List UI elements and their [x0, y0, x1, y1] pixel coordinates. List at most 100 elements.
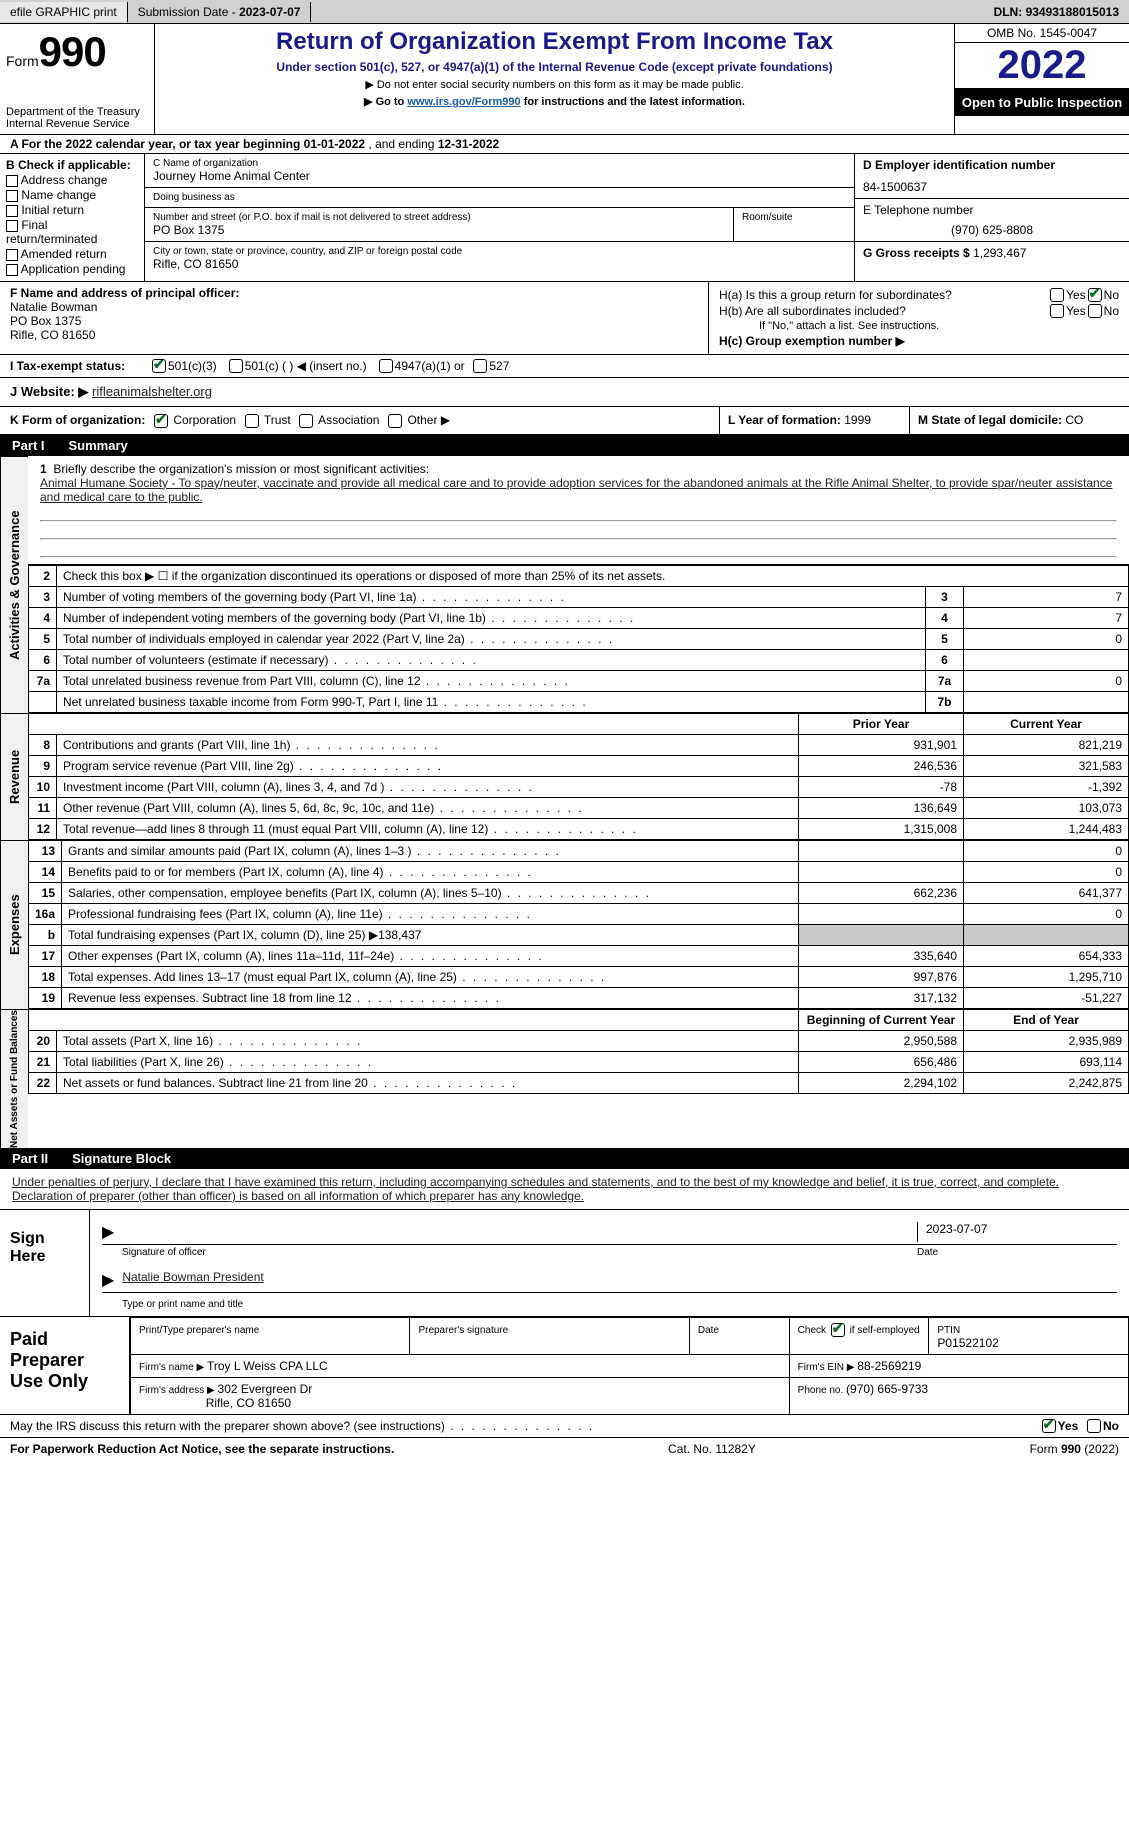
- section-deg: D Employer identification number 84-1500…: [854, 154, 1129, 281]
- table-row: 5Total number of individuals employed in…: [29, 628, 1129, 649]
- c-name-label: C Name of organization: [153, 158, 846, 169]
- sig-officer-label: Signature of officer: [102, 1247, 917, 1258]
- form-title: Return of Organization Exempt From Incom…: [163, 28, 946, 56]
- mission-text: Animal Humane Society - To spay/neuter, …: [40, 476, 1112, 504]
- table-row: 18Total expenses. Add lines 13–17 (must …: [29, 966, 1129, 987]
- table-row: 14Benefits paid to or for members (Part …: [29, 861, 1129, 882]
- k-trust[interactable]: [245, 414, 259, 428]
- ptin: P01522102: [937, 1336, 998, 1350]
- b-opt-initial[interactable]: Initial return: [6, 203, 138, 217]
- table-row: Net unrelated business taxable income fr…: [29, 691, 1129, 712]
- row-m: M State of legal domicile: CO: [909, 407, 1129, 434]
- hb-yes[interactable]: [1050, 304, 1064, 318]
- section-h: H(a) Is this a group return for subordin…: [709, 282, 1129, 354]
- org-city: Rifle, CO 81650: [153, 257, 846, 271]
- org-street: PO Box 1375: [153, 223, 725, 237]
- b-opt-name[interactable]: Name change: [6, 188, 138, 202]
- sig-name-label: Type or print name and title: [102, 1299, 1117, 1310]
- firm-addr2: Rifle, CO 81650: [206, 1396, 291, 1410]
- k-other[interactable]: [388, 414, 402, 428]
- b-opt-address[interactable]: Address change: [6, 173, 138, 187]
- table-row: bTotal fundraising expenses (Part IX, co…: [29, 924, 1129, 945]
- b-opt-final[interactable]: Final return/terminated: [6, 218, 138, 246]
- firm-ein: 88-2569219: [857, 1359, 921, 1373]
- b-opt-pending[interactable]: Application pending: [6, 262, 138, 276]
- form-note-1: ▶ Do not enter social security numbers o…: [163, 78, 946, 91]
- self-employed-check[interactable]: [831, 1323, 845, 1337]
- website-link[interactable]: rifleanimalshelter.org: [92, 384, 212, 399]
- i-501c[interactable]: [229, 359, 243, 373]
- c-street-label: Number and street (or P.O. box if mail i…: [153, 212, 725, 223]
- org-name: Journey Home Animal Center: [153, 169, 846, 183]
- sig-date-label: Date: [917, 1247, 1117, 1258]
- form-ref: Form 990 (2022): [1030, 1442, 1119, 1456]
- section-b: B Check if applicable: Address change Na…: [0, 154, 145, 281]
- paid-preparer-label: Paid Preparer Use Only: [0, 1317, 130, 1414]
- top-bar: efile GRAPHIC print Submission Date - 20…: [0, 0, 1129, 24]
- paperwork-notice: For Paperwork Reduction Act Notice, see …: [10, 1442, 394, 1456]
- d-label: D Employer identification number: [863, 158, 1055, 172]
- table-row: 8Contributions and grants (Part VIII, li…: [29, 734, 1129, 755]
- irsq-no[interactable]: [1087, 1419, 1101, 1433]
- irs-link[interactable]: www.irs.gov/Form990: [407, 96, 520, 108]
- i-4947[interactable]: [379, 359, 393, 373]
- table-row: 13Grants and similar amounts paid (Part …: [29, 840, 1129, 861]
- irs-discuss-q: May the IRS discuss this return with the…: [0, 1415, 1129, 1438]
- efile-print-button[interactable]: efile GRAPHIC print: [0, 2, 128, 22]
- firm-phone: (970) 665-9733: [846, 1382, 928, 1396]
- irsq-yes[interactable]: [1042, 1419, 1056, 1433]
- q2: Check this box ▶ ☐ if the organization d…: [57, 565, 1129, 586]
- g-label: G Gross receipts $: [863, 246, 973, 260]
- table-row: 12Total revenue—add lines 8 through 11 (…: [29, 818, 1129, 839]
- table-row: 19Revenue less expenses. Subtract line 1…: [29, 987, 1129, 1008]
- form-number: Form990: [6, 28, 148, 76]
- submission-date: Submission Date - 2023-07-07: [128, 2, 312, 22]
- vtab-netassets: Net Assets or Fund Balances: [0, 1009, 28, 1148]
- table-row: 20Total assets (Part X, line 16)2,950,58…: [29, 1030, 1129, 1051]
- hb-no[interactable]: [1088, 304, 1102, 318]
- section-c: C Name of organization Journey Home Anim…: [145, 154, 854, 281]
- e-label: E Telephone number: [863, 203, 1121, 217]
- form-header: Form990 Department of the Treasury Inter…: [0, 24, 1129, 135]
- officer-name: Natalie Bowman: [10, 300, 97, 314]
- table-row: 6Total number of volunteers (estimate if…: [29, 649, 1129, 670]
- preparer-table: Print/Type preparer's name Preparer's si…: [130, 1317, 1129, 1414]
- expenses-table: 13Grants and similar amounts paid (Part …: [28, 840, 1129, 1009]
- part2-header: Part II Signature Block: [0, 1148, 1129, 1169]
- row-j: J Website: ▶ rifleanimalshelter.org: [0, 378, 1129, 407]
- table-row: 22Net assets or fund balances. Subtract …: [29, 1072, 1129, 1093]
- ha-no[interactable]: [1088, 288, 1102, 302]
- hb-label: H(b) Are all subordinates included?: [719, 304, 1048, 318]
- table-row: 4Number of independent voting members of…: [29, 607, 1129, 628]
- hb-note: If "No," attach a list. See instructions…: [759, 320, 939, 332]
- i-501c3[interactable]: [152, 359, 166, 373]
- part1-header: Part I Summary: [0, 435, 1129, 456]
- c-city-label: City or town, state or province, country…: [153, 246, 846, 257]
- i-527[interactable]: [473, 359, 487, 373]
- vtab-expenses: Expenses: [0, 840, 28, 1009]
- form-subtitle: Under section 501(c), 527, or 4947(a)(1)…: [163, 60, 946, 74]
- ein: 84-1500637: [863, 180, 1121, 194]
- ha-yes[interactable]: [1050, 288, 1064, 302]
- firm-addr1: 302 Evergreen Dr: [218, 1382, 313, 1396]
- table-row: 10Investment income (Part VIII, column (…: [29, 776, 1129, 797]
- table-row: 17Other expenses (Part IX, column (A), l…: [29, 945, 1129, 966]
- sig-intro: Under penalties of perjury, I declare th…: [0, 1169, 1129, 1210]
- cat-no: Cat. No. 11282Y: [394, 1442, 1029, 1456]
- dln: DLN: 93493188015013: [984, 2, 1129, 22]
- officer-city: Rifle, CO 81650: [10, 328, 95, 342]
- page-footer: For Paperwork Reduction Act Notice, see …: [0, 1438, 1129, 1460]
- dept-label: Department of the Treasury Internal Reve…: [6, 106, 148, 130]
- omb-number: OMB No. 1545-0047: [955, 24, 1129, 43]
- sign-here-label: Sign Here: [0, 1210, 90, 1316]
- hc-label: H(c) Group exemption number ▶: [719, 334, 905, 348]
- open-to-public: Open to Public Inspection: [955, 89, 1129, 116]
- k-assoc[interactable]: [299, 414, 313, 428]
- table-row: 21Total liabilities (Part X, line 26)656…: [29, 1051, 1129, 1072]
- b-opt-amended[interactable]: Amended return: [6, 247, 138, 261]
- firm-name: Troy L Weiss CPA LLC: [207, 1359, 328, 1373]
- tax-year: 2022: [955, 43, 1129, 89]
- k-corp[interactable]: [154, 414, 168, 428]
- sig-date: 2023-07-07: [917, 1222, 1117, 1242]
- vtab-activities: Activities & Governance: [0, 456, 28, 713]
